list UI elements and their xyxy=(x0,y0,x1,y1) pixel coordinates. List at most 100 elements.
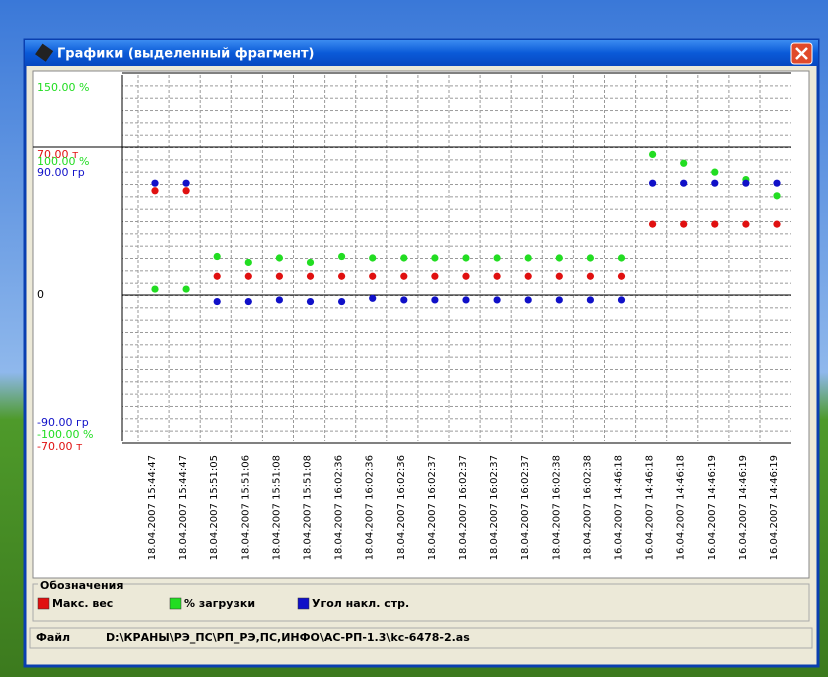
dot xyxy=(586,254,595,262)
dot xyxy=(524,296,532,304)
x-tick-label: 18.04.2007 16:02:36 xyxy=(334,455,345,560)
dot xyxy=(524,272,532,280)
dot xyxy=(431,254,439,262)
dot xyxy=(275,272,283,280)
dot xyxy=(493,254,501,262)
dot xyxy=(213,297,221,306)
dot xyxy=(493,296,501,304)
x-tick-label: 18.04.2007 15:51:06 xyxy=(240,455,251,560)
dot xyxy=(306,272,315,280)
dot xyxy=(306,258,315,267)
x-tick-label: 18.04.2007 16:02:37 xyxy=(458,455,469,560)
legend-title-bg xyxy=(38,580,116,590)
x-tick-label: 18.04.2007 16:02:36 xyxy=(396,455,407,560)
dot xyxy=(244,297,252,306)
legend-swatch xyxy=(37,597,50,610)
legend-label: % загрузки xyxy=(184,597,255,610)
minor-grid-vertical xyxy=(137,75,761,441)
dot xyxy=(462,272,470,280)
dot xyxy=(711,168,719,176)
status-path: D:\КРАНЫ\РЭ_ПС\РП_РЭ,ПС,ИНФО\АС-РП-1.3\k… xyxy=(106,631,470,644)
dot xyxy=(400,254,408,262)
legend: Макс. вес % загрузки Угол накл. стр. xyxy=(37,597,409,610)
dot xyxy=(400,272,408,280)
dot xyxy=(742,220,750,228)
dot xyxy=(400,296,408,304)
dot xyxy=(649,220,657,228)
dot xyxy=(680,179,688,187)
x-tick-label: 18.04.2007 16:02:37 xyxy=(520,455,531,560)
dot xyxy=(431,272,439,280)
dot xyxy=(680,220,688,228)
dot xyxy=(338,252,346,261)
status-bar xyxy=(29,627,813,649)
dot xyxy=(773,220,781,228)
title-bar xyxy=(25,40,818,66)
y-tick-label: 90.00 гр xyxy=(37,166,85,179)
dot xyxy=(182,179,190,187)
dot xyxy=(182,187,190,195)
status-label: Файл xyxy=(36,631,70,644)
dot xyxy=(151,187,159,195)
legend-swatch xyxy=(169,597,182,610)
dot xyxy=(431,296,439,304)
dot xyxy=(773,179,781,187)
x-tick-label: 16.04.2007 14:46:18 xyxy=(676,455,687,560)
window-icon xyxy=(35,43,54,62)
dot xyxy=(213,272,221,280)
dot xyxy=(182,285,190,293)
x-tick-label: 16.04.2007 14:46:18 xyxy=(645,455,656,560)
x-tick-label: 16.04.2007 14:46:19 xyxy=(738,455,749,560)
dot xyxy=(151,179,159,187)
x-tick-label: 18.04.2007 16:02:37 xyxy=(489,455,500,560)
legend-box xyxy=(32,583,810,622)
y-tick-label: 150.00 % xyxy=(37,81,89,94)
x-tick-label: 16.04.2007 14:46:19 xyxy=(707,455,718,560)
dot xyxy=(493,272,501,280)
close-icon xyxy=(795,47,808,60)
dot xyxy=(306,297,315,306)
dot xyxy=(711,220,719,228)
dot xyxy=(680,159,688,167)
dot xyxy=(369,294,377,302)
legend-label: Угол накл. стр. xyxy=(312,597,409,610)
dot xyxy=(555,254,563,262)
dot xyxy=(617,254,626,262)
dot xyxy=(586,296,595,304)
x-tick-label: 16.04.2007 14:46:19 xyxy=(769,455,780,560)
x-tick-label: 18.04.2007 15:44:47 xyxy=(147,455,158,560)
x-tick-label: 18.04.2007 16:02:38 xyxy=(582,455,593,560)
dot xyxy=(617,296,626,304)
minor-grid xyxy=(122,75,791,441)
dot xyxy=(649,150,657,158)
dot xyxy=(369,272,377,280)
dot xyxy=(369,254,377,262)
x-tick-label: 18.04.2007 16:02:38 xyxy=(551,455,562,560)
dot xyxy=(524,254,532,262)
x-tick-label: 18.04.2007 15:44:47 xyxy=(178,455,189,560)
dot xyxy=(586,272,595,280)
dot xyxy=(213,252,221,261)
x-tick-label: 18.04.2007 15:51:08 xyxy=(303,455,314,560)
legend-title: Обозначения xyxy=(40,579,123,592)
x-tick-label: 16.04.2007 14:46:18 xyxy=(614,455,625,560)
dot xyxy=(649,179,657,187)
dot xyxy=(742,179,750,187)
dot xyxy=(773,192,781,200)
dot xyxy=(617,272,626,280)
x-tick-label: 18.04.2007 15:51:08 xyxy=(271,455,282,560)
dot xyxy=(244,258,252,267)
legend-label: Макс. вес xyxy=(52,597,113,610)
dot xyxy=(555,272,563,280)
dot xyxy=(555,296,563,304)
y-tick-label: -90.00 гр xyxy=(37,416,89,429)
dot xyxy=(462,296,470,304)
dot xyxy=(462,254,470,262)
dot xyxy=(275,254,283,262)
dot xyxy=(151,285,159,293)
dot xyxy=(244,272,252,280)
plot: 70.00 т -70.00 т 150.00 % 100.00 % 0 -100.00 … xyxy=(33,72,791,560)
x-tick-label: 18.04.2007 15:51:05 xyxy=(209,455,220,560)
dot xyxy=(711,179,719,187)
